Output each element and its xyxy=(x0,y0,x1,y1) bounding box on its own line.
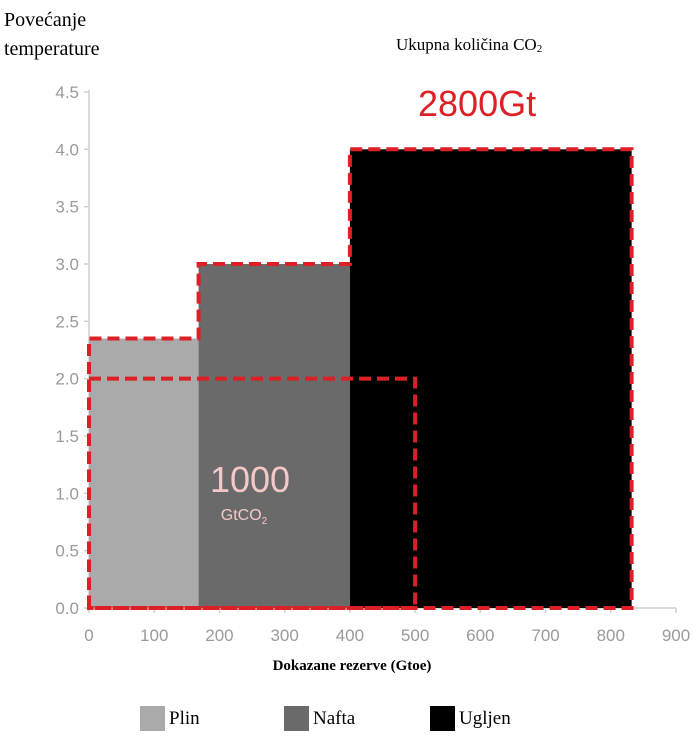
x-tick-label: 400 xyxy=(336,626,364,645)
y-axis-label-line2: temperature xyxy=(4,38,100,60)
y-tick-label: 0.5 xyxy=(55,542,79,561)
bar-nafta xyxy=(198,264,350,608)
y-tick-label: 2.0 xyxy=(55,370,79,389)
x-tick-label: 900 xyxy=(662,626,690,645)
legend-swatch-ugljen xyxy=(430,706,455,731)
y-tick-label: 2.5 xyxy=(55,312,79,331)
budget-2800-label: 2800Gt xyxy=(418,83,536,124)
bar-ugljen xyxy=(349,149,632,609)
y-tick-label: 4.0 xyxy=(55,140,79,159)
y-tick-label: 1.0 xyxy=(55,484,79,503)
legend-item-ugljen: Ugljen xyxy=(430,706,511,731)
y-tick-label: 0.0 xyxy=(55,599,79,618)
y-axis-label-line1: Povećanje xyxy=(4,9,86,31)
budget-1000-outline xyxy=(87,376,418,610)
x-tick-label: 500 xyxy=(401,626,429,645)
x-tick-label: 600 xyxy=(466,626,494,645)
tick-labels: 0.0 0.5 1.0 1.5 2.0 2.5 3.0 3.5 4.0 4.5 0 100 200 300… xyxy=(55,83,690,645)
budget-outlines xyxy=(87,147,634,610)
bar-plin xyxy=(89,338,199,608)
x-tick-label: 0 xyxy=(84,626,93,645)
budget-1000-unit-text: GtCO xyxy=(221,507,262,524)
y-tick-label: 4.5 xyxy=(55,83,79,102)
budget-1000-unit: GtCO2 xyxy=(221,507,268,527)
y-tick-label: 3.5 xyxy=(55,198,79,217)
budget-title: Ukupna količina CO2 xyxy=(396,35,542,55)
budget-2800-outline xyxy=(87,147,634,610)
legend: Plin Nafta Ugljen xyxy=(0,706,694,736)
legend-label-plin: Plin xyxy=(169,707,200,729)
x-tick-label: 700 xyxy=(531,626,559,645)
y-tick-label: 3.0 xyxy=(55,255,79,274)
y-tick-label: 1.5 xyxy=(55,427,79,446)
x-tick-label: 300 xyxy=(270,626,298,645)
legend-swatch-plin xyxy=(140,706,165,731)
x-tick-label: 200 xyxy=(205,626,233,645)
legend-label-ugljen: Ugljen xyxy=(459,707,511,729)
legend-label-nafta: Nafta xyxy=(313,707,356,729)
budget-1000-unit-subscript: 2 xyxy=(262,516,268,527)
legend-item-nafta: Nafta xyxy=(284,706,355,731)
budget-title-text: Ukupna količina CO xyxy=(396,35,537,54)
legend-item-plin: Plin xyxy=(140,706,200,731)
legend-swatch-nafta xyxy=(284,706,309,731)
x-axis-label: Dokazane rezerve (Gtoe) xyxy=(273,658,432,674)
budget-1000-value: 1000 xyxy=(210,459,290,500)
x-tick-label: 100 xyxy=(140,626,168,645)
budget-title-subscript: 2 xyxy=(537,43,543,55)
x-tick-label: 800 xyxy=(597,626,625,645)
